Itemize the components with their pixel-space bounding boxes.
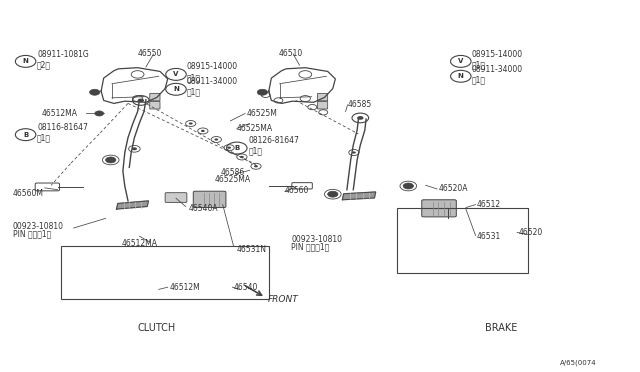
FancyBboxPatch shape — [35, 183, 60, 191]
Circle shape — [403, 183, 413, 189]
Text: 00923-10810: 00923-10810 — [13, 222, 64, 231]
Text: 46531N: 46531N — [237, 245, 267, 254]
FancyBboxPatch shape — [193, 191, 226, 208]
FancyBboxPatch shape — [317, 93, 328, 101]
Text: 08911-34000
（1）: 08911-34000 （1） — [187, 77, 238, 97]
Text: V: V — [458, 58, 463, 64]
Circle shape — [257, 89, 268, 95]
Text: 46585: 46585 — [348, 100, 372, 109]
Bar — [397, 208, 528, 273]
Circle shape — [240, 156, 244, 158]
Text: 46540: 46540 — [234, 283, 258, 292]
Circle shape — [106, 157, 116, 163]
Text: 46560M: 46560M — [13, 189, 44, 198]
Circle shape — [254, 165, 258, 167]
Circle shape — [227, 147, 231, 149]
Circle shape — [189, 122, 193, 125]
FancyBboxPatch shape — [317, 102, 328, 109]
Circle shape — [138, 99, 144, 102]
Text: N: N — [458, 73, 464, 79]
Text: 46510: 46510 — [278, 49, 303, 58]
Text: A/65(0074: A/65(0074 — [560, 359, 596, 366]
Text: 08911-34000
（1）: 08911-34000 （1） — [472, 65, 523, 84]
Text: 46586: 46586 — [221, 169, 245, 177]
Text: 46512: 46512 — [477, 200, 501, 209]
Circle shape — [352, 151, 356, 154]
Text: 46520: 46520 — [518, 228, 543, 237]
Text: 46531: 46531 — [477, 232, 501, 241]
Text: PIN ビン（1）: PIN ビン（1） — [291, 242, 330, 251]
Text: FRONT: FRONT — [268, 295, 298, 304]
Text: B: B — [23, 132, 28, 138]
Circle shape — [132, 147, 137, 150]
Text: 08911-1081G
（2）: 08911-1081G （2） — [37, 50, 89, 69]
Circle shape — [90, 89, 100, 95]
Text: 46525MA: 46525MA — [237, 124, 273, 133]
Text: CLUTCH: CLUTCH — [138, 323, 176, 333]
Text: 08116-81647
（1）: 08116-81647 （1） — [37, 123, 88, 142]
Polygon shape — [342, 192, 376, 200]
Circle shape — [201, 130, 205, 132]
Text: PIN ビン（1）: PIN ビン（1） — [13, 229, 51, 238]
Text: 46525MA: 46525MA — [214, 175, 250, 184]
Text: 46560: 46560 — [285, 186, 309, 195]
Text: V: V — [173, 71, 179, 77]
Text: N: N — [22, 58, 29, 64]
Circle shape — [95, 111, 104, 116]
FancyBboxPatch shape — [422, 200, 456, 217]
Circle shape — [328, 191, 338, 197]
Text: BRAKE: BRAKE — [485, 323, 518, 333]
Text: 08915-14000
（1）: 08915-14000 （1） — [472, 50, 523, 69]
Text: N: N — [173, 86, 179, 92]
Text: 46550: 46550 — [138, 49, 162, 58]
FancyBboxPatch shape — [150, 93, 160, 101]
Text: 00923-10810: 00923-10810 — [291, 235, 342, 244]
Text: 46512M: 46512M — [170, 283, 200, 292]
Text: 46520A: 46520A — [438, 185, 468, 193]
Text: 08915-14000
（1）: 08915-14000 （1） — [187, 62, 238, 82]
Text: 46525M: 46525M — [246, 109, 277, 118]
FancyBboxPatch shape — [292, 183, 312, 189]
FancyBboxPatch shape — [165, 193, 187, 202]
Text: 08126-81647
（1）: 08126-81647 （1） — [248, 136, 299, 155]
Circle shape — [214, 138, 218, 141]
Text: 46540A: 46540A — [189, 204, 218, 213]
Text: B: B — [234, 145, 239, 151]
Text: 46512MA: 46512MA — [122, 239, 157, 248]
Bar — [61, 246, 269, 299]
Circle shape — [357, 116, 364, 120]
Text: 46512MA: 46512MA — [42, 109, 77, 118]
Polygon shape — [116, 201, 148, 209]
FancyBboxPatch shape — [150, 102, 160, 109]
